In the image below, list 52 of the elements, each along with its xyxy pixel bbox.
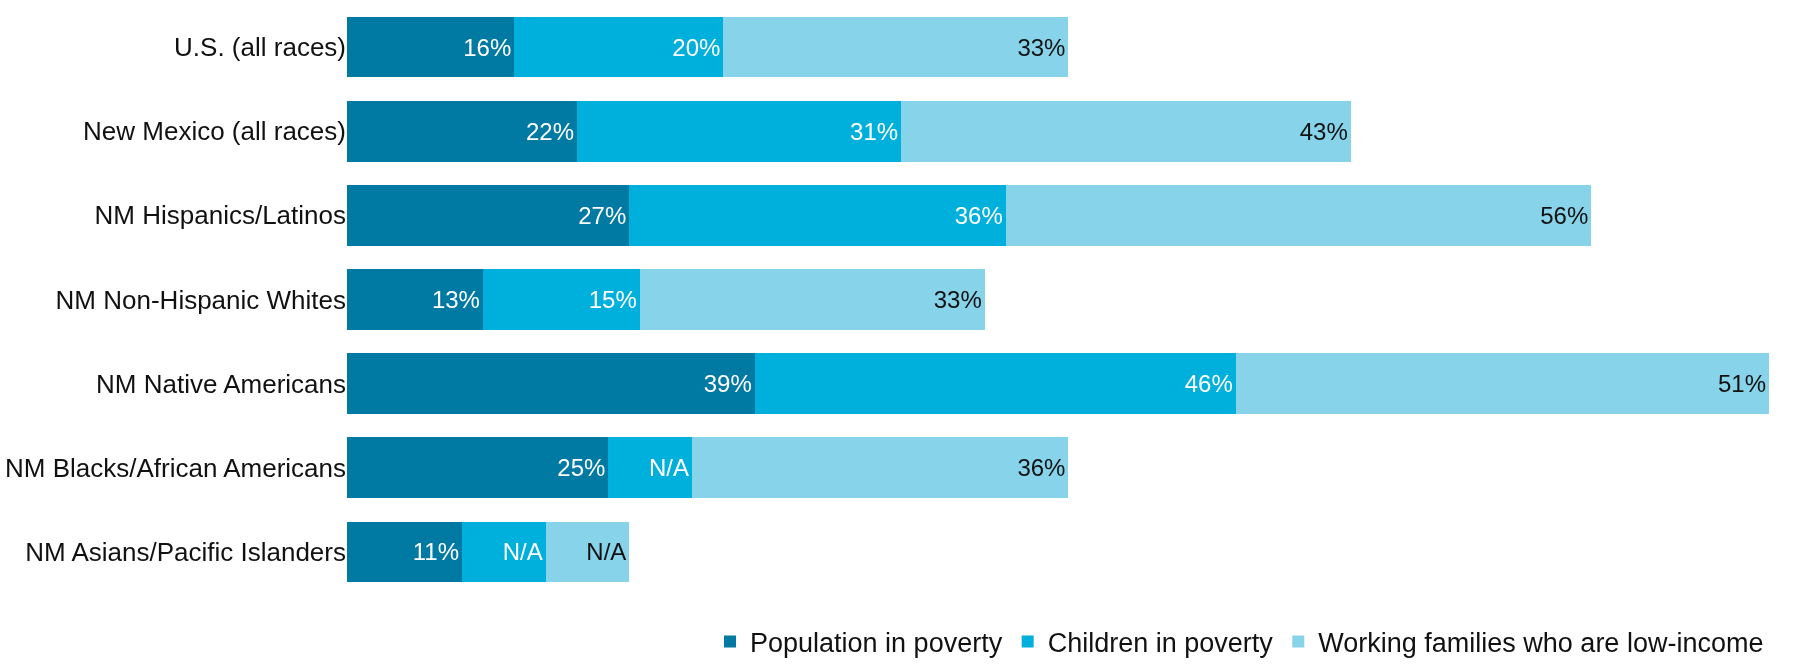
bar xyxy=(608,437,693,499)
data-label: 36% xyxy=(1017,454,1066,482)
y-tick-label: NM Blacks/African Americans xyxy=(5,452,346,483)
legend-label: Children in poverty xyxy=(1047,628,1274,659)
legend-label: Population in poverty xyxy=(750,628,1003,659)
bar xyxy=(577,100,902,162)
bar xyxy=(347,521,463,583)
bar xyxy=(514,16,724,78)
data-label: 13% xyxy=(431,286,480,313)
bar xyxy=(347,269,483,330)
bar xyxy=(901,100,1351,162)
data-label: 46% xyxy=(1184,370,1233,398)
bar xyxy=(1005,185,1592,246)
data-label: 56% xyxy=(1540,201,1589,229)
bar xyxy=(482,269,640,330)
data-label: 33% xyxy=(1017,33,1066,61)
data-label: 39% xyxy=(703,370,752,398)
data-label: 36% xyxy=(954,201,1003,229)
bar xyxy=(545,521,630,583)
data-label: 11% xyxy=(412,538,460,566)
bar xyxy=(692,437,1069,499)
data-label: 27% xyxy=(578,201,627,229)
bar xyxy=(639,269,985,330)
data-label: 15% xyxy=(588,286,637,313)
bar xyxy=(754,353,1236,414)
data-label: N/A xyxy=(502,538,543,566)
bar xyxy=(723,16,1069,78)
data-label: 25% xyxy=(557,454,606,482)
data-label: N/A xyxy=(586,538,627,566)
legend-label: Working families who are low-income xyxy=(1318,628,1764,659)
y-tick-label: NM Asians/Pacific Islanders xyxy=(25,537,346,568)
data-label: 22% xyxy=(525,117,575,145)
y-tick-label: New Mexico (all races) xyxy=(83,116,346,147)
bar xyxy=(347,437,609,499)
bar xyxy=(1235,353,1769,414)
data-label: N/A xyxy=(649,454,690,482)
bar xyxy=(347,16,515,78)
bar xyxy=(629,185,1006,246)
bar xyxy=(347,100,578,162)
bar xyxy=(347,185,630,246)
bar xyxy=(462,521,546,583)
y-tick-label: U.S. (all races) xyxy=(174,32,346,63)
y-tick-label: NM Native Americans xyxy=(96,368,346,399)
y-tick-label: NM Hispanics/Latinos xyxy=(94,200,346,231)
data-label: 16% xyxy=(463,33,512,61)
data-label: 33% xyxy=(933,286,982,313)
data-label: 51% xyxy=(1717,370,1766,398)
data-label: 31% xyxy=(850,117,899,145)
y-tick-label: NM Non-Hispanic Whites xyxy=(55,284,346,315)
data-label: 43% xyxy=(1299,117,1348,145)
bar xyxy=(347,353,755,414)
data-label: 20% xyxy=(672,33,721,61)
